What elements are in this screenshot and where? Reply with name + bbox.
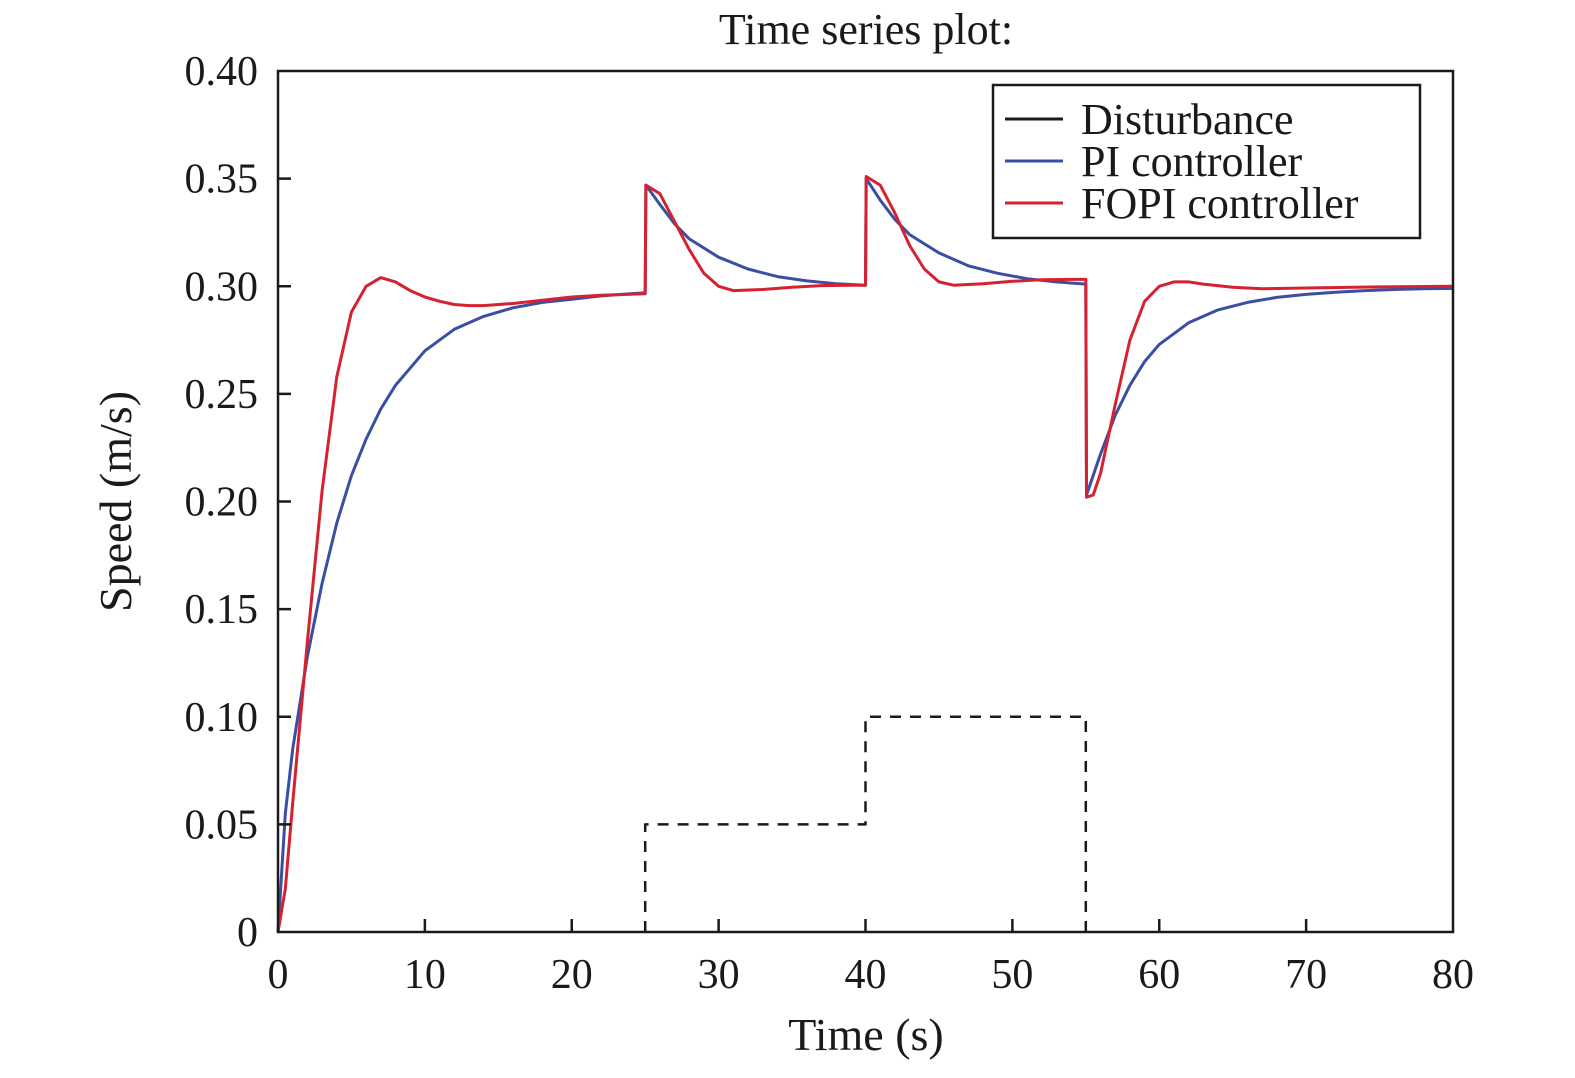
chart-title: Time series plot: xyxy=(719,5,1013,54)
x-tick-label: 80 xyxy=(1432,952,1474,998)
series-line-pi-controller xyxy=(276,177,1454,933)
legend-box xyxy=(991,83,1422,240)
legend-label: FOPI controller xyxy=(1081,179,1359,228)
x-tick-label: 30 xyxy=(698,952,740,998)
y-axis-label: Speed (m/s) xyxy=(90,391,141,612)
x-tick-label: 50 xyxy=(991,952,1033,998)
legend-label: PI controller xyxy=(1081,137,1303,186)
x-tick-label: 70 xyxy=(1285,952,1327,998)
y-tick-label: 0.05 xyxy=(185,802,259,848)
ticks-layer: 0 10 20 30 40 50 60 70 80 0 0.05 0.10 0.15 0.20 0.25 0.… xyxy=(185,49,1475,998)
x-tick-label: 60 xyxy=(1138,952,1180,998)
series-line-fopi-controller xyxy=(276,175,1454,933)
x-tick-label: 20 xyxy=(551,952,593,998)
y-tick-label: 0.40 xyxy=(185,49,259,95)
x-axis-label: Time (s) xyxy=(788,1009,944,1060)
y-tick-label: 0.20 xyxy=(185,480,259,526)
x-tick-label: 0 xyxy=(268,952,289,998)
x-tick-label: 40 xyxy=(845,952,887,998)
y-tick-label: 0.30 xyxy=(185,264,259,310)
y-tick-label: 0.10 xyxy=(185,695,259,741)
series-layer xyxy=(276,175,1454,933)
y-tick-label: 0.25 xyxy=(185,372,259,418)
series-line-disturbance xyxy=(643,715,1088,932)
y-tick-label: 0.35 xyxy=(185,157,259,203)
y-tick-label: 0 xyxy=(237,910,258,956)
x-tick-label: 10 xyxy=(404,952,446,998)
y-tick-label: 0.15 xyxy=(185,587,259,633)
legend-label: Disturbance xyxy=(1081,95,1294,144)
